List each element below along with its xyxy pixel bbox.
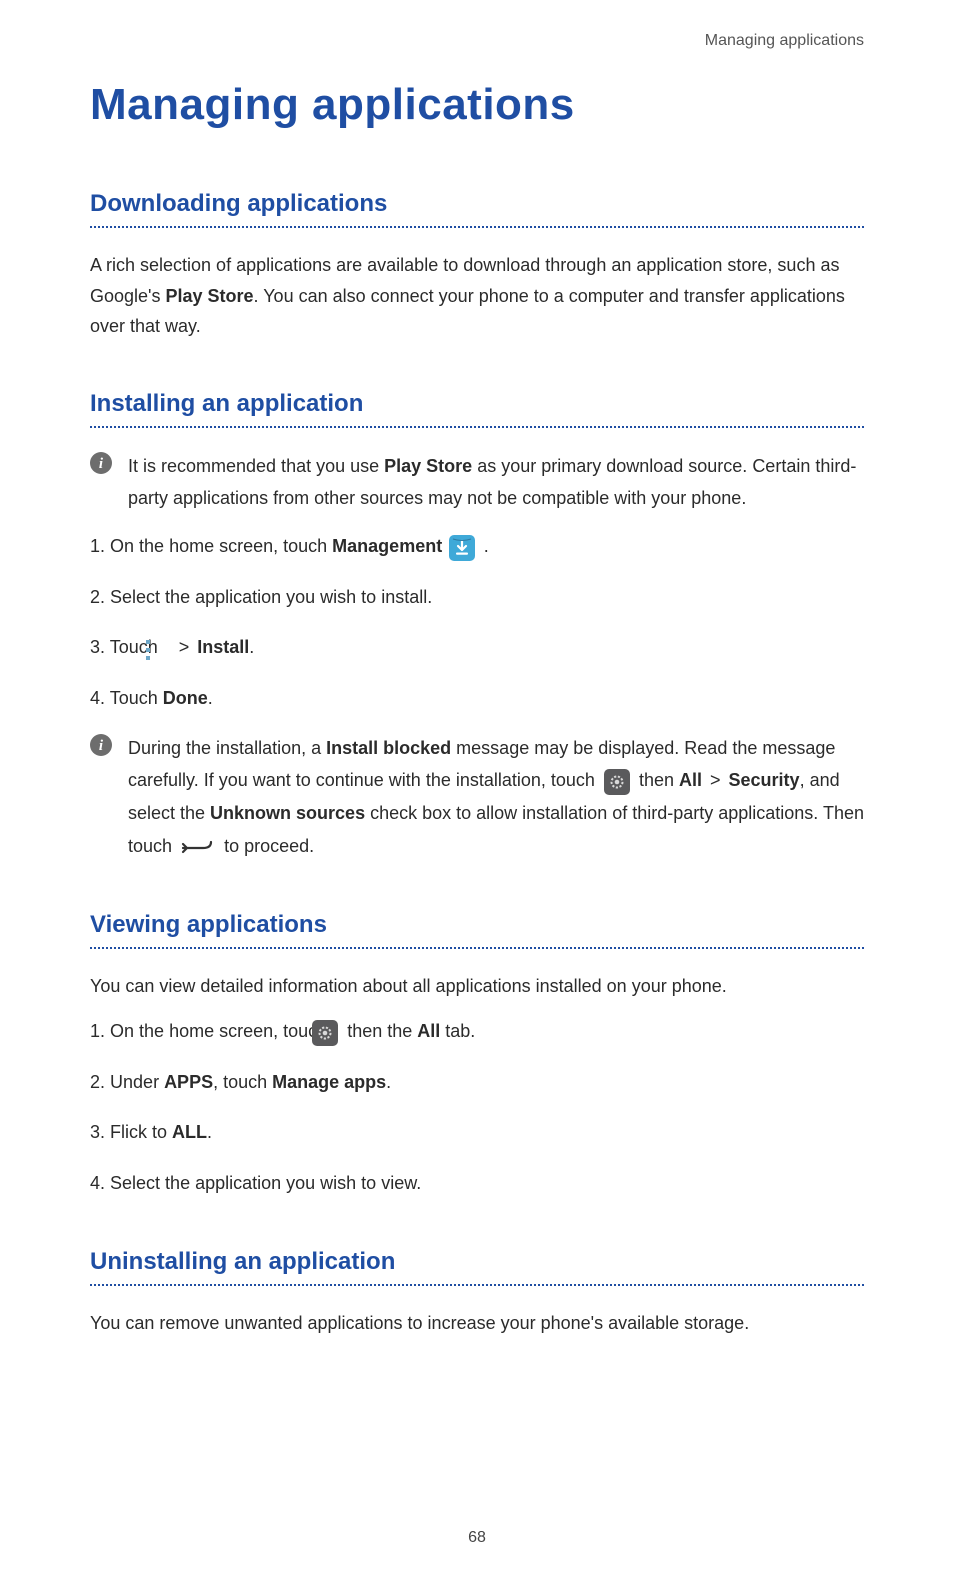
info-note-2: i During the installation, a Install blo… — [90, 732, 864, 864]
text: It is recommended that you use — [128, 456, 384, 476]
section-viewing: Viewing applications You can view detail… — [90, 911, 864, 1200]
heading-installing: Installing an application — [90, 390, 864, 418]
text: . — [386, 1072, 391, 1092]
gt: > — [179, 637, 195, 657]
gt: > — [705, 770, 726, 790]
section-downloading: Downloading applications A rich selectio… — [90, 190, 864, 342]
divider — [90, 426, 864, 428]
divider — [90, 947, 864, 949]
section-uninstalling: Uninstalling an application You can remo… — [90, 1248, 864, 1339]
info-text: It is recommended that you use Play Stor… — [128, 450, 864, 515]
text: . — [484, 536, 489, 556]
page-root: Managing applications Managing applicati… — [0, 0, 954, 1577]
done-label: Done — [163, 688, 208, 708]
text: . — [208, 688, 213, 708]
install-label: Install — [197, 637, 249, 657]
text: On the home screen, touch — [110, 1021, 332, 1041]
text: then the — [347, 1021, 417, 1041]
text: , touch — [213, 1072, 272, 1092]
step-4: Touch Done. — [90, 681, 864, 715]
play-store-label: Play Store — [165, 286, 253, 306]
heading-downloading: Downloading applications — [90, 190, 864, 218]
info-icon: i — [90, 734, 116, 756]
settings-icon — [604, 765, 630, 797]
settings-icon — [336, 1015, 338, 1049]
text: to proceed. — [224, 836, 314, 856]
text: On the home screen, touch — [110, 536, 332, 556]
management-label: Management — [332, 536, 442, 556]
step-1: On the home screen, touch Management > . — [90, 529, 864, 564]
download-app-icon — [473, 530, 475, 564]
text: Flick to — [110, 1122, 172, 1142]
install-steps: On the home screen, touch Management > .… — [90, 529, 864, 716]
text: then — [639, 770, 679, 790]
info-note-1: i It is recommended that you use Play St… — [90, 450, 864, 515]
security-label: Security — [729, 770, 800, 790]
text: . — [207, 1122, 212, 1142]
step-4: Select the application you wish to view. — [90, 1166, 864, 1200]
step-2: Under APPS, touch Manage apps. — [90, 1065, 864, 1099]
manage-apps-label: Manage apps — [272, 1072, 386, 1092]
divider — [90, 1284, 864, 1286]
viewing-intro: You can view detailed information about … — [90, 971, 864, 1002]
running-header: Managing applications — [90, 32, 864, 50]
unknown-sources-label: Unknown sources — [210, 803, 365, 823]
all-label: ALL — [172, 1122, 207, 1142]
text: During the installation, a — [128, 738, 326, 758]
uninstalling-intro: You can remove unwanted applications to … — [90, 1308, 864, 1339]
info-icon: i — [90, 452, 116, 474]
text: . — [249, 637, 254, 657]
page-number: 68 — [0, 1529, 954, 1547]
heading-uninstalling: Uninstalling an application — [90, 1248, 864, 1276]
install-blocked-label: Install blocked — [326, 738, 451, 758]
downloading-paragraph: A rich selection of applications are ava… — [90, 250, 864, 342]
section-installing: Installing an application i It is recomm… — [90, 390, 864, 864]
heading-viewing: Viewing applications — [90, 911, 864, 939]
step-3: Touch > Install. — [90, 630, 864, 665]
all-tab-label: All — [417, 1021, 440, 1041]
page-title: Managing applications — [90, 80, 864, 130]
divider — [90, 226, 864, 228]
viewing-steps: On the home screen, touch then the All t… — [90, 1014, 864, 1200]
text: tab. — [440, 1021, 475, 1041]
play-store-label: Play Store — [384, 456, 472, 476]
step-1: On the home screen, touch then the All t… — [90, 1014, 864, 1049]
back-icon — [181, 831, 215, 863]
text: Under — [110, 1072, 164, 1092]
text: Touch — [110, 637, 163, 657]
apps-label: APPS — [164, 1072, 213, 1092]
step-2: Select the application you wish to insta… — [90, 580, 864, 614]
text: Touch — [110, 688, 163, 708]
info-text: During the installation, a Install block… — [128, 732, 864, 864]
step-3: Flick to ALL. — [90, 1115, 864, 1149]
all-label: All — [679, 770, 702, 790]
